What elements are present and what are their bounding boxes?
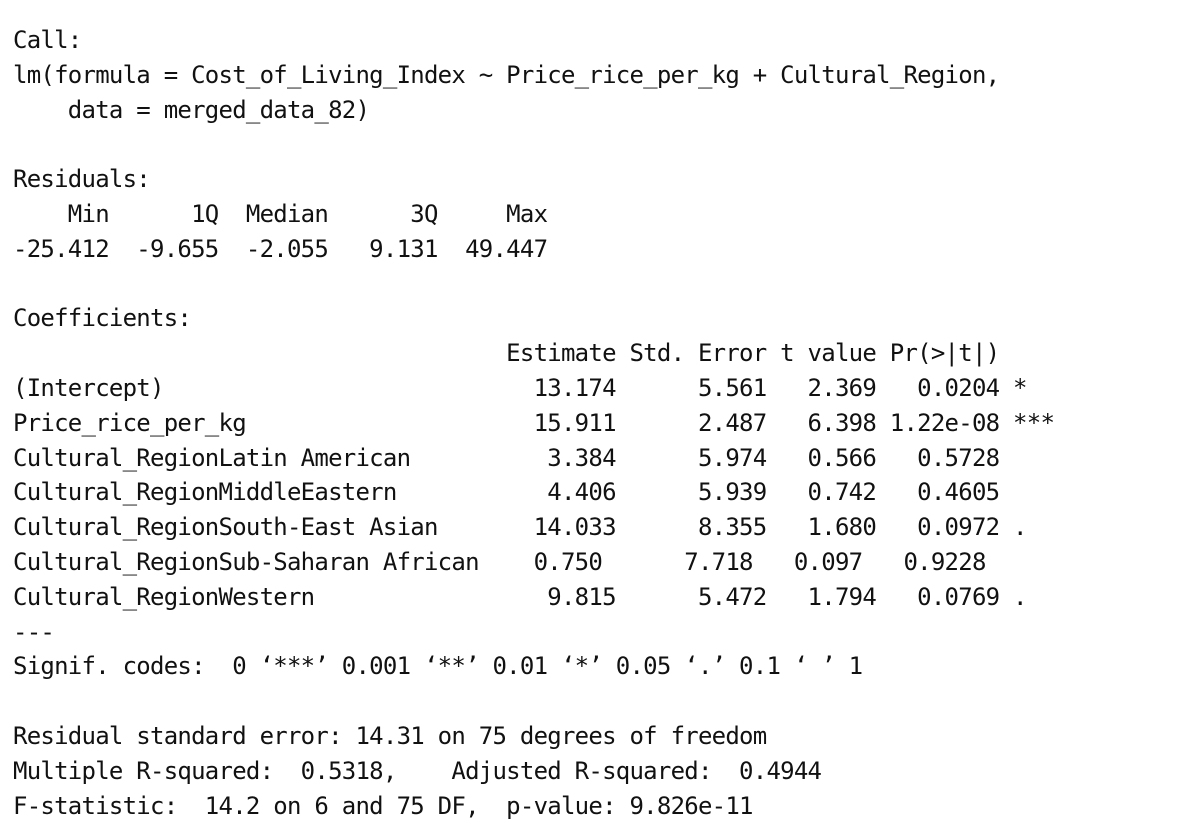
f-statistic-line: F-statistic: 14.2 on 6 and 75 DF, p-valu… xyxy=(13,791,754,820)
residual-standard-error-line: Residual standard error: 14.31 on 75 deg… xyxy=(13,721,767,750)
coefficient-row-price-rice: Price_rice_per_kg 15.911 2.487 6.398 1.2… xyxy=(13,408,1055,437)
blank-line xyxy=(13,267,1178,302)
coefficient-row-south-east-asian: Cultural_RegionSouth-East Asian 14.033 8… xyxy=(13,513,1055,542)
coefficient-row-middle-eastern: Cultural_RegionMiddleEastern 4.406 5.939… xyxy=(13,478,1055,507)
coefficient-row-intercept: (Intercept) 13.174 5.561 2.369 0.0204 * xyxy=(13,373,1055,402)
coefficient-row-latin-american: Cultural_RegionLatin American 3.384 5.97… xyxy=(13,443,1055,472)
residuals-values-row: -25.412 -9.655 -2.055 9.131 49.447 xyxy=(13,234,561,263)
residuals-labels-row: Min 1Q Median 3Q Max xyxy=(13,199,561,228)
blank-line xyxy=(13,684,1178,719)
coefficients-column-headers: Estimate Std. Error t value Pr(>|t|) xyxy=(13,339,1055,368)
residuals-header: Residuals: xyxy=(13,165,151,194)
coefficients-header: Coefficients: xyxy=(13,304,192,333)
blank-line xyxy=(13,127,1178,162)
call-data-line: data = merged_data_82) xyxy=(13,95,370,124)
r-squared-line: Multiple R-squared: 0.5318, Adjusted R-s… xyxy=(13,756,835,785)
signif-codes-line: Signif. codes: 0 ‘***’ 0.001 ‘**’ 0.01 ‘… xyxy=(13,652,863,681)
separator-line: --- xyxy=(13,617,55,646)
call-formula-line: lm(formula = Cost_of_Living_Index ~ Pric… xyxy=(13,60,1000,89)
coefficient-row-sub-saharan-african: Cultural_RegionSub-Saharan African 0.750… xyxy=(13,547,1041,576)
coefficient-row-western: Cultural_RegionWestern 9.815 5.472 1.794… xyxy=(13,582,1055,611)
call-header: Call: xyxy=(13,26,82,54)
